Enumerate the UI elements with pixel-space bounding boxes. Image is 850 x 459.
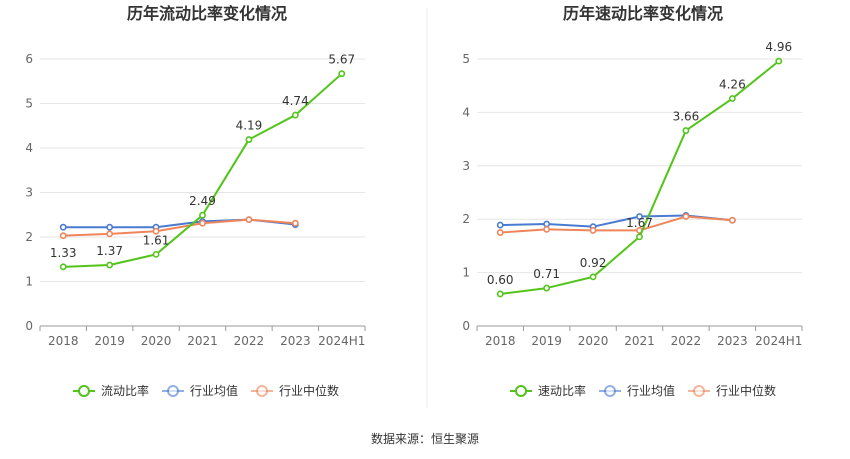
data-label: 0.71 xyxy=(533,267,560,281)
y-tick-label: 2 xyxy=(462,212,470,226)
data-label: 1.33 xyxy=(50,246,77,260)
y-tick-label: 3 xyxy=(462,159,470,173)
legend-item-industry-avg[interactable]: 行业均值 xyxy=(599,383,675,398)
x-tick-label: 2024H1 xyxy=(755,334,802,348)
data-source-note: 数据来源：恒生聚源 xyxy=(371,431,479,446)
x-tick-label: 2020 xyxy=(141,334,172,348)
data-point-industry-median[interactable] xyxy=(199,219,206,227)
y-tick-label: 3 xyxy=(25,186,33,200)
legend-label: 行业均值 xyxy=(190,383,238,398)
series-line-main xyxy=(500,60,780,295)
data-point-industry-median[interactable] xyxy=(543,225,551,233)
data-point-industry-median[interactable] xyxy=(106,230,114,238)
data-label: 2.49 xyxy=(189,194,216,208)
data-label: 3.66 xyxy=(673,110,700,124)
y-tick-label: 0 xyxy=(25,319,33,333)
data-point-industry-median[interactable] xyxy=(291,219,299,227)
data-point-main[interactable] xyxy=(291,111,299,119)
data-point-main[interactable] xyxy=(152,250,160,258)
data-label: 0.60 xyxy=(487,273,514,287)
legend-marker-icon xyxy=(515,385,527,397)
data-label: 4.74 xyxy=(282,94,309,108)
x-tick-label: 2020 xyxy=(578,334,609,348)
data-point-main[interactable] xyxy=(589,273,597,281)
data-label: 5.67 xyxy=(328,53,355,67)
x-tick-label: 2022 xyxy=(671,334,702,348)
y-tick-label: 2 xyxy=(25,230,33,244)
data-label: 1.61 xyxy=(143,233,170,247)
data-point-industry-avg[interactable] xyxy=(543,220,551,228)
quick-ratio-chart: 历年速动比率变化情况 0 1 2 3 4 5 2018 2019 2020 2021 2022 2023… xyxy=(462,4,803,398)
legend-marker-icon xyxy=(604,385,616,397)
legend-label: 行业中位数 xyxy=(279,383,339,398)
series-line-industry-median xyxy=(63,218,296,237)
legend-item-industry-median[interactable]: 行业中位数 xyxy=(251,383,339,398)
data-point-industry-median[interactable] xyxy=(152,227,160,235)
x-tick-label: 2023 xyxy=(717,334,748,348)
data-point-industry-median[interactable] xyxy=(589,227,597,234)
x-tick-label: 2023 xyxy=(280,334,311,348)
data-point-main[interactable] xyxy=(543,284,551,292)
data-label: 0.92 xyxy=(580,256,607,270)
x-tick-label: 2021 xyxy=(624,334,655,348)
data-point-industry-avg[interactable] xyxy=(59,223,67,231)
data-label: 1.37 xyxy=(96,244,123,258)
legend-marker-icon xyxy=(693,385,705,397)
data-point-industry-avg[interactable] xyxy=(106,223,114,231)
x-tick-label: 2019 xyxy=(94,334,125,348)
current-ratio-chart: 历年流动比率变化情况 0 1 2 3 4 5 6 2018 2019 2020 2021 2022 202… xyxy=(25,4,366,398)
data-point-industry-median[interactable] xyxy=(245,216,253,224)
x-tick-label: 2019 xyxy=(531,334,562,348)
x-tick-label: 2018 xyxy=(485,334,516,348)
legend-item-main[interactable]: 流动比率 xyxy=(73,383,149,398)
legend-marker-icon xyxy=(78,385,90,397)
legend-label: 流动比率 xyxy=(101,383,149,398)
x-tick-label: 2018 xyxy=(48,334,79,348)
chart-title: 历年流动比率变化情况 xyxy=(127,4,287,23)
y-tick-label: 1 xyxy=(25,275,33,289)
data-point-main[interactable] xyxy=(682,127,690,134)
legend-label: 行业中位数 xyxy=(716,383,776,398)
data-point-industry-median[interactable] xyxy=(728,216,736,224)
data-point-main[interactable] xyxy=(59,263,67,271)
data-point-main[interactable] xyxy=(636,233,643,241)
data-point-main[interactable] xyxy=(199,211,206,219)
data-label: 4.19 xyxy=(236,119,263,133)
data-label: 4.96 xyxy=(765,40,792,54)
y-tick-label: 5 xyxy=(462,52,470,66)
series-line-industry-median xyxy=(500,215,733,234)
data-point-industry-median[interactable] xyxy=(682,213,690,220)
x-tick-label: 2022 xyxy=(234,334,265,348)
y-tick-label: 1 xyxy=(462,266,470,280)
y-tick-label: 5 xyxy=(25,97,33,111)
legend-marker-icon xyxy=(256,385,268,397)
legend-marker-icon xyxy=(167,385,179,397)
y-tick-label: 4 xyxy=(462,105,470,119)
data-point-main[interactable] xyxy=(338,70,346,78)
data-point-industry-avg[interactable] xyxy=(636,213,643,220)
data-point-industry-median[interactable] xyxy=(59,232,67,240)
y-tick-label: 4 xyxy=(25,141,33,155)
legend-label: 速动比率 xyxy=(538,383,586,398)
data-point-main[interactable] xyxy=(496,290,504,298)
x-tick-label: 2024H1 xyxy=(318,334,365,348)
data-point-industry-median[interactable] xyxy=(496,229,504,236)
legend-item-main[interactable]: 速动比率 xyxy=(510,383,586,398)
data-point-industry-avg[interactable] xyxy=(496,221,504,229)
x-tick-label: 2021 xyxy=(187,334,218,348)
legend-item-industry-avg[interactable]: 行业均值 xyxy=(162,383,238,398)
data-label: 4.26 xyxy=(719,78,746,92)
y-tick-label: 6 xyxy=(25,52,33,66)
legend-label: 行业均值 xyxy=(627,383,675,398)
data-point-main[interactable] xyxy=(106,261,114,269)
y-tick-label: 0 xyxy=(462,319,470,333)
data-point-main[interactable] xyxy=(728,95,736,102)
chart-title: 历年速动比率变化情况 xyxy=(563,4,723,23)
data-point-main[interactable] xyxy=(245,136,253,143)
data-point-main[interactable] xyxy=(775,57,783,65)
data-label: 1.67 xyxy=(626,216,653,230)
legend-item-industry-median[interactable]: 行业中位数 xyxy=(688,383,776,398)
